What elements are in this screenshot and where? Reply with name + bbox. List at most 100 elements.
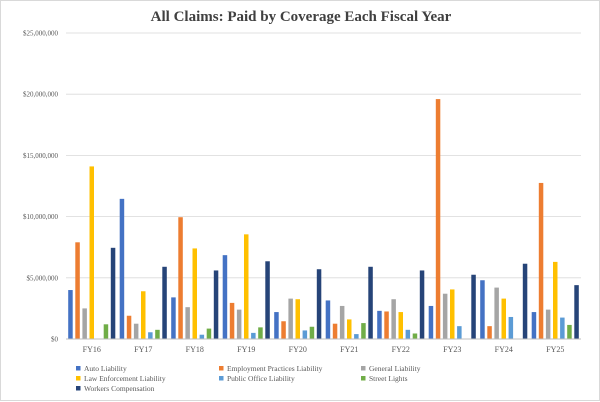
bar (419, 270, 425, 339)
bar (377, 310, 382, 339)
bar (288, 298, 293, 339)
bar (185, 307, 190, 339)
bar (274, 312, 279, 339)
bar (560, 317, 565, 339)
legend-label: Street Lights (369, 374, 408, 383)
bar (251, 332, 256, 339)
x-category-label: FY25 (546, 345, 564, 354)
bar (368, 266, 373, 339)
x-category-label: FY18 (186, 345, 204, 354)
bar (302, 330, 308, 339)
bar (450, 289, 455, 339)
bar (457, 326, 462, 339)
bar (508, 316, 514, 339)
bar (522, 263, 528, 339)
bar (119, 198, 125, 339)
bar (110, 247, 116, 339)
legend-swatch (76, 376, 81, 381)
bar (126, 315, 132, 339)
bar (405, 329, 411, 339)
y-tick-label: $10,000,000 (23, 213, 59, 221)
bar (435, 99, 441, 339)
legend-swatch (76, 366, 81, 371)
bar (487, 326, 492, 339)
bar (316, 269, 322, 339)
bar (325, 300, 331, 339)
x-category-label: FY17 (134, 345, 152, 354)
bar (199, 334, 205, 339)
bar (531, 312, 537, 339)
bar (309, 326, 315, 339)
x-category-label: FY19 (237, 345, 255, 354)
y-tick-label: $0 (51, 336, 59, 344)
x-category-label: FY20 (289, 345, 307, 354)
bar (89, 166, 94, 339)
bar (265, 261, 270, 339)
bar (332, 323, 338, 339)
bar (148, 332, 153, 339)
bar (384, 311, 389, 339)
y-tick-label: $20,000,000 (23, 91, 59, 99)
bar (339, 305, 345, 339)
bar (545, 309, 551, 339)
bar (480, 280, 485, 339)
x-category-label: FY24 (495, 345, 513, 354)
bar (206, 328, 212, 339)
bar (68, 290, 73, 339)
bars (68, 99, 579, 339)
y-tick-label: $25,000,000 (23, 30, 59, 38)
legend-swatch (361, 376, 366, 381)
chart-title: All Claims: Paid by Coverage Each Fiscal… (150, 9, 452, 25)
x-category-label: FY21 (340, 345, 358, 354)
y-axis-tick-labels: $0 $5,000,000 $10,000,000 $15,000,000 $20,00… (23, 30, 59, 344)
bar (442, 293, 448, 339)
x-category-label: FY16 (83, 345, 101, 354)
bar (103, 324, 109, 339)
bar (567, 324, 572, 339)
bar (244, 234, 249, 339)
bar (178, 217, 183, 339)
legend-swatch (361, 366, 366, 371)
bar (192, 248, 197, 339)
legend-swatch (76, 386, 81, 391)
bar (553, 261, 558, 339)
bar (141, 291, 146, 339)
gridlines (66, 32, 581, 279)
bar (236, 309, 242, 339)
legend-label: Workers Compensation (84, 384, 155, 393)
bar (574, 285, 579, 339)
bar (494, 287, 499, 339)
legend-label: Auto Liability (84, 364, 127, 373)
bar (354, 334, 359, 339)
legend-label: General Liability (369, 364, 421, 373)
legend: Auto Liability Employment Practices Liabi… (76, 364, 421, 393)
bar (428, 305, 434, 339)
bar (501, 298, 506, 339)
y-tick-label: $15,000,000 (23, 152, 59, 160)
legend-label: Employment Practices Liability (227, 364, 323, 373)
x-category-label: FY22 (392, 345, 410, 354)
x-category-label: FY23 (443, 345, 461, 354)
bar (538, 182, 544, 339)
bar (82, 308, 87, 339)
bar (398, 312, 403, 339)
legend-swatch (219, 366, 224, 371)
bar (471, 274, 476, 339)
legend-label: Law Enforcement Liability (84, 374, 166, 383)
bar (361, 323, 366, 339)
bar (213, 270, 219, 339)
bar (412, 333, 418, 339)
bar (171, 297, 176, 339)
bar (133, 323, 139, 339)
bar (391, 299, 396, 339)
bar (155, 329, 160, 339)
bar (281, 321, 286, 339)
bar (347, 319, 352, 339)
legend-label: Public Office Liability (227, 374, 295, 383)
legend-swatch (219, 376, 224, 381)
y-tick-label: $5,000,000 (27, 274, 59, 282)
bar (75, 242, 80, 339)
bar (222, 255, 228, 339)
